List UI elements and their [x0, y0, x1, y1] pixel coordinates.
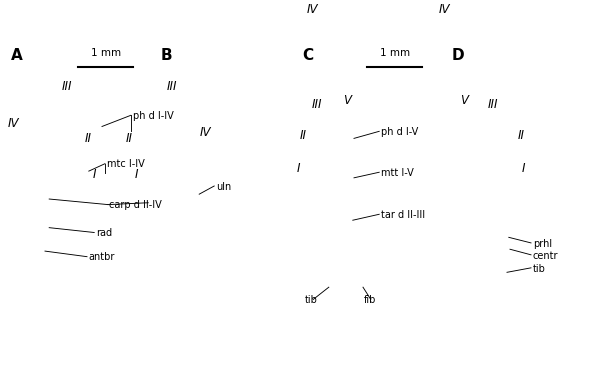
Text: II: II — [517, 129, 524, 141]
Text: mtt I-V: mtt I-V — [381, 168, 414, 178]
Text: I: I — [135, 169, 139, 181]
Text: mtc I-IV: mtc I-IV — [107, 160, 145, 169]
Text: tar d II-III: tar d II-III — [381, 210, 425, 220]
Text: C: C — [302, 48, 313, 63]
Text: IV: IV — [438, 3, 450, 16]
Text: rad: rad — [96, 228, 112, 238]
Text: prhl: prhl — [533, 239, 552, 248]
Text: ph d I-V: ph d I-V — [381, 127, 418, 137]
Text: 1 mm: 1 mm — [91, 48, 121, 58]
Text: tib: tib — [305, 295, 317, 305]
Text: II: II — [299, 129, 307, 141]
Text: V: V — [460, 94, 468, 107]
Text: I: I — [297, 162, 301, 174]
Text: uln: uln — [216, 182, 231, 192]
Text: centr: centr — [533, 251, 558, 260]
Text: antbr: antbr — [89, 253, 115, 262]
Text: IV: IV — [7, 117, 19, 130]
Text: tib: tib — [533, 264, 545, 273]
Text: II: II — [125, 132, 133, 145]
Text: IV: IV — [200, 126, 212, 138]
Text: III: III — [311, 98, 322, 110]
Text: B: B — [161, 48, 172, 63]
Text: III: III — [62, 80, 73, 93]
Text: D: D — [452, 48, 464, 63]
Text: II: II — [85, 132, 92, 145]
Text: fib: fib — [364, 295, 377, 305]
Text: carp d II-IV: carp d II-IV — [109, 201, 162, 210]
Text: V: V — [343, 94, 351, 107]
Text: I: I — [92, 169, 96, 181]
Text: 1 mm: 1 mm — [380, 48, 410, 58]
Text: IV: IV — [306, 3, 318, 16]
Text: A: A — [11, 48, 23, 63]
Text: I: I — [521, 162, 525, 174]
Text: III: III — [167, 80, 178, 93]
Text: III: III — [488, 98, 499, 110]
Text: ph d I-IV: ph d I-IV — [133, 111, 174, 121]
